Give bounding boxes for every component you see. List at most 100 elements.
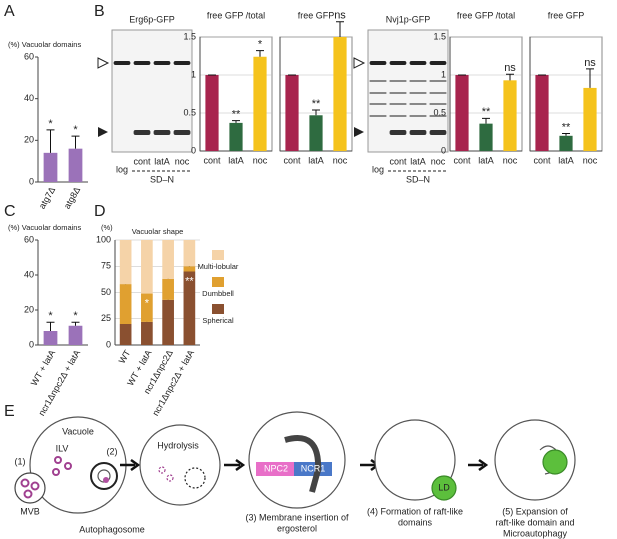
y-tick-label: 60 [24, 51, 34, 61]
lane-label: log [372, 164, 384, 174]
chart-title: Vacuolar shape [132, 227, 184, 236]
y-tick-label: 0 [106, 339, 111, 349]
x-tick-label: cont [283, 155, 301, 165]
error-bar [71, 321, 80, 326]
diagram-caption: domains [398, 517, 433, 527]
band [153, 130, 171, 135]
band [409, 61, 427, 65]
y-tick-label: 0 [441, 145, 446, 155]
y-axis-label: (%) [101, 223, 113, 232]
y-tick-label: 0 [191, 145, 196, 155]
diagram-caption: (5) Expansion of [502, 506, 568, 516]
bar-segment [162, 299, 174, 345]
y-tick-label: 40 [24, 93, 34, 103]
band [429, 80, 447, 82]
y-tick-label: 50 [101, 287, 111, 297]
x-tick-label: noc [253, 155, 268, 165]
legend-swatch [212, 250, 224, 260]
diagram-caption: Microautophagy [503, 528, 568, 538]
marker-filled [354, 127, 364, 137]
x-tick-label: noc [503, 155, 518, 165]
error-bar [562, 133, 570, 136]
legend-label: Dumbbell [202, 289, 234, 298]
marker-open [353, 57, 366, 69]
x-tick-label: WT [117, 348, 133, 366]
bar-segment [183, 271, 196, 345]
bar [455, 75, 469, 151]
bar [43, 331, 58, 345]
error-bar [312, 109, 320, 116]
y-tick-label: 75 [101, 261, 111, 271]
band [369, 80, 387, 82]
x-tick-label: noc [333, 155, 348, 165]
blot-title: Nvj1p-GFP [386, 14, 431, 24]
lane-label: latA [410, 156, 426, 166]
y-tick-label: 25 [101, 313, 111, 323]
annotation: ns [334, 10, 346, 22]
panel-label: A [4, 3, 15, 20]
y-tick-label: 0.5 [183, 107, 196, 117]
diagram-label: (1) [15, 456, 26, 466]
annotation: * [258, 39, 263, 51]
x-tick-label: atg7Δ [37, 185, 57, 210]
bar-segment [119, 284, 132, 324]
condition-label: SD–N [150, 174, 174, 184]
band [113, 61, 131, 65]
annotation: * [73, 124, 78, 136]
band [389, 130, 407, 135]
band [369, 103, 387, 105]
annotation: * [48, 118, 53, 130]
bar-segment [183, 240, 196, 267]
legend-label: Spherical [202, 316, 234, 325]
bar-segment [141, 321, 153, 345]
bar [205, 75, 219, 151]
diagram [14, 411, 576, 514]
marker-open [97, 57, 110, 69]
annotation: * [73, 310, 78, 322]
band [409, 130, 427, 135]
y-tick-label: 0 [29, 176, 34, 186]
chart-title: free GFP [298, 10, 335, 20]
annotation: ** [232, 109, 241, 121]
y-tick-label: 100 [96, 234, 111, 244]
band [409, 103, 427, 105]
marker-filled [98, 127, 108, 137]
bar-segment [141, 293, 153, 322]
band [389, 61, 407, 65]
annotation: ns [584, 57, 596, 69]
band [409, 80, 427, 82]
band [389, 115, 407, 117]
diagram-label: Autophagosome [79, 524, 145, 534]
bar-segment [162, 278, 174, 300]
error-bar [256, 50, 264, 57]
legend-label: Multi-lobular [198, 262, 239, 271]
diagram-label: Vacuole [62, 426, 94, 436]
diagram-caption: ergosterol [277, 523, 317, 533]
bar [68, 325, 83, 345]
bar [285, 75, 299, 151]
band [429, 130, 447, 135]
bar [43, 152, 58, 182]
y-tick-label: 1.5 [433, 31, 446, 41]
blot-title: Erg6p-GFP [129, 14, 175, 24]
band [133, 130, 151, 135]
bar [333, 37, 347, 151]
legend-swatch [212, 304, 224, 314]
y-tick-label: 0.5 [433, 107, 446, 117]
bar [68, 148, 83, 182]
error-bar [586, 68, 594, 88]
bar [479, 123, 493, 151]
y-tick-label: 40 [24, 269, 34, 279]
bar [253, 56, 267, 152]
band [389, 92, 407, 94]
band [429, 61, 447, 65]
lane-label: latA [154, 156, 170, 166]
annotation: ** [312, 98, 321, 110]
chart-title: (%) Vacuolar domains [8, 223, 81, 232]
band [429, 92, 447, 94]
bar [309, 115, 323, 151]
error-bar [336, 21, 344, 37]
bar [559, 135, 573, 151]
condition-label: SD–N [406, 174, 430, 184]
